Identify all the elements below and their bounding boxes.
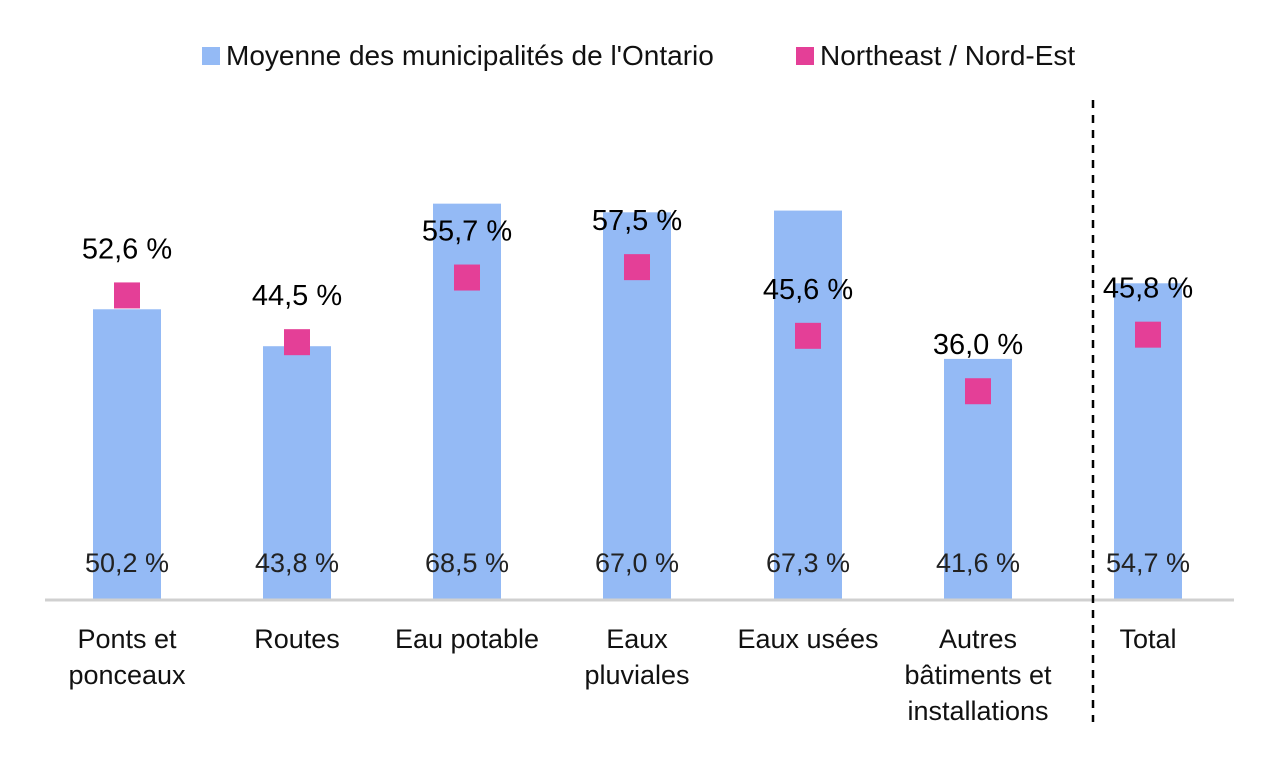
northeast-marker-3 bbox=[624, 254, 650, 281]
category-label-3-1: pluviales bbox=[584, 660, 689, 690]
category-label-0-1: ponceaux bbox=[68, 660, 186, 690]
northeast-marker-4 bbox=[795, 322, 821, 349]
category-label-6-0: Total bbox=[1119, 624, 1176, 654]
northeast-value-label-5: 36,0 % bbox=[933, 329, 1023, 361]
bar-2 bbox=[433, 203, 501, 599]
northeast-value-label-6: 45,8 % bbox=[1103, 273, 1193, 305]
northeast-marker-0 bbox=[114, 282, 140, 309]
northeast-value-label-4: 45,6 % bbox=[763, 274, 853, 306]
category-label-5-0: Autres bbox=[939, 624, 1017, 654]
bar-1 bbox=[263, 346, 331, 599]
legend-label-ontario-average: Moyenne des municipalités de l'Ontario bbox=[226, 40, 714, 71]
legend-swatch-northeast bbox=[796, 47, 814, 65]
legend-item-ontario-average: Moyenne des municipalités de l'Ontario bbox=[202, 40, 714, 72]
category-label-5-1: bâtiments et bbox=[904, 660, 1052, 690]
bar-value-label-2: 68,5 % bbox=[425, 548, 509, 578]
northeast-marker-6 bbox=[1135, 321, 1161, 348]
category-label-0-0: Ponts et bbox=[77, 624, 177, 654]
bar-value-label-6: 54,7 % bbox=[1106, 548, 1190, 578]
category-label-3-0: Eaux bbox=[606, 624, 668, 654]
bar-0 bbox=[93, 309, 161, 599]
bar-value-label-0: 50,2 % bbox=[85, 548, 169, 578]
category-label-4-0: Eaux usées bbox=[737, 624, 878, 654]
category-label-5-2: installations bbox=[907, 696, 1048, 726]
category-label-1-0: Routes bbox=[254, 624, 340, 654]
northeast-marker-1 bbox=[284, 329, 310, 356]
northeast-value-label-3: 57,5 % bbox=[592, 205, 682, 237]
bar-4 bbox=[774, 210, 842, 599]
bar-value-label-1: 43,8 % bbox=[255, 548, 339, 578]
chart-legend: Moyenne des municipalités de l'Ontario N… bbox=[0, 40, 1280, 84]
northeast-value-label-2: 55,7 % bbox=[422, 216, 512, 248]
northeast-value-label-1: 44,5 % bbox=[252, 280, 342, 312]
northeast-value-label-0: 52,6 % bbox=[82, 233, 172, 265]
northeast-marker-5 bbox=[965, 378, 991, 405]
bar-value-label-3: 67,0 % bbox=[595, 548, 679, 578]
legend-label-northeast: Northeast / Nord-Est bbox=[820, 40, 1076, 71]
category-label-2-0: Eau potable bbox=[395, 624, 539, 654]
bar-value-label-4: 67,3 % bbox=[766, 548, 850, 578]
legend-item-northeast: Northeast / Nord-Est bbox=[796, 40, 1075, 72]
bar-value-label-5: 41,6 % bbox=[936, 548, 1020, 578]
legend-swatch-ontario-average bbox=[202, 47, 220, 65]
northeast-marker-2 bbox=[454, 264, 480, 291]
